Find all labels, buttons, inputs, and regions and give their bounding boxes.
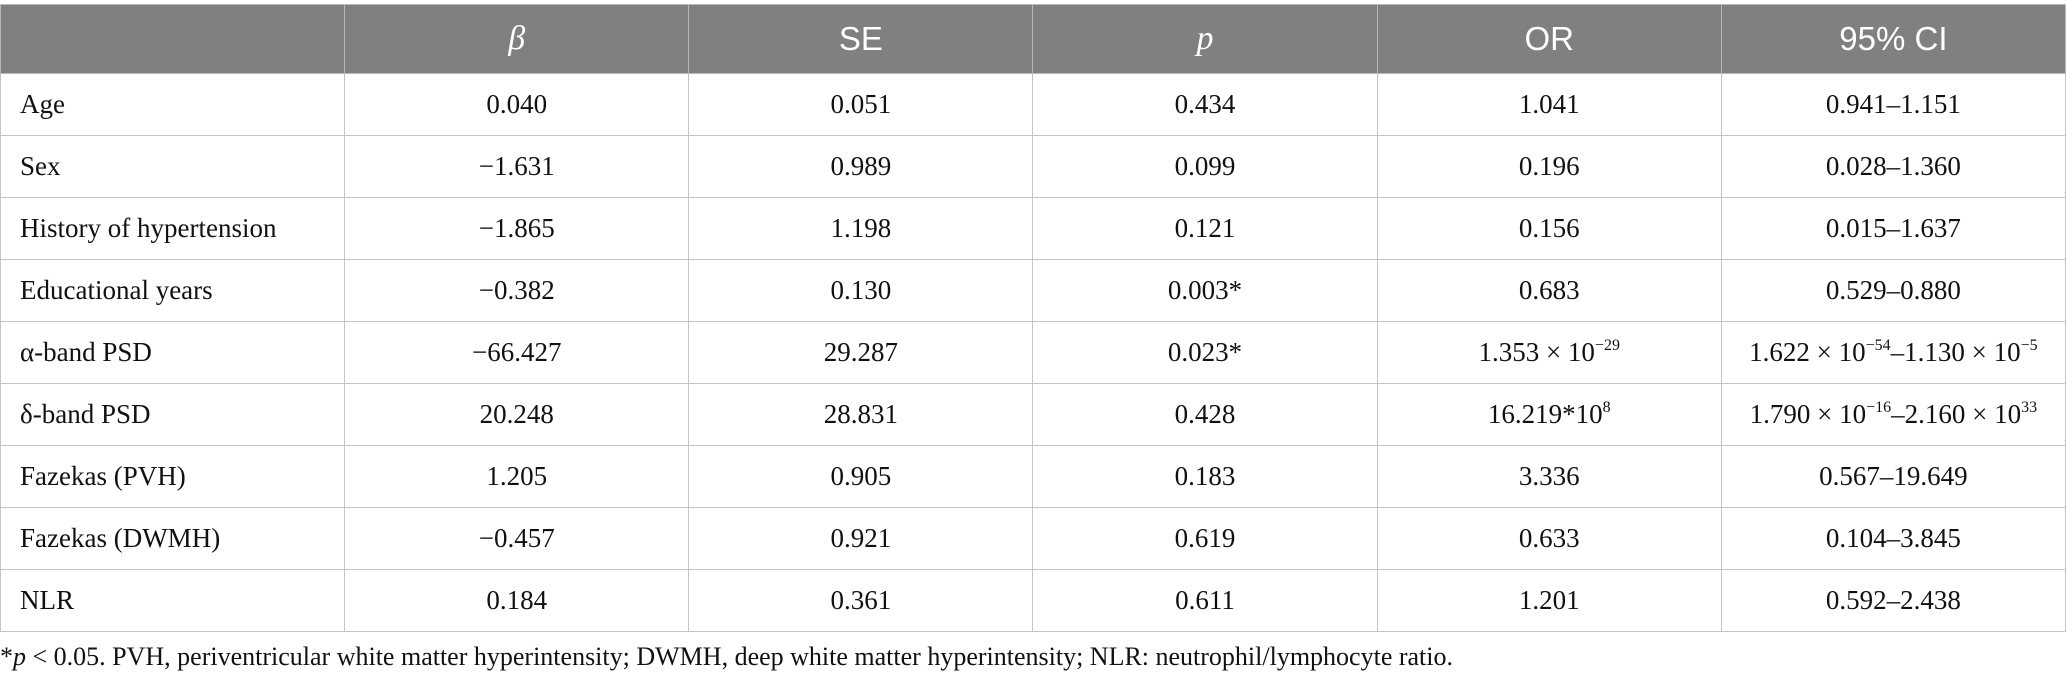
row-label: Fazekas (DWMH) [0, 507, 346, 570]
cell-ci: 0.028–1.360 [1720, 135, 2067, 198]
cell-ci: 0.015–1.637 [1720, 197, 2067, 260]
or-exponent: 8 [1602, 399, 1611, 416]
row-label: Fazekas (PVH) [0, 445, 346, 508]
cell-se: 0.905 [688, 445, 1034, 508]
cell-ci: 0.941–1.151 [1720, 73, 2067, 136]
cell-or: 0.196 [1376, 135, 1722, 198]
cell-p: 0.434 [1032, 73, 1378, 136]
row-label: NLR [0, 569, 346, 632]
cell-or: 0.633 [1376, 507, 1722, 570]
row-label: Age [0, 73, 346, 136]
cell-p: 0.121 [1032, 197, 1378, 260]
ci-upper-exponent: −5 [2020, 337, 2038, 354]
row-label: δ-band PSD [0, 383, 346, 446]
ci-upper-exponent: 33 [2021, 399, 2038, 416]
cell-beta: 1.205 [344, 445, 690, 508]
cell-se: 0.051 [688, 73, 1034, 136]
cell-p: 0.003* [1032, 259, 1378, 322]
cell-or: 1.353 × 10−29 [1376, 321, 1722, 384]
cell-beta: −66.427 [344, 321, 690, 384]
cell-se: 0.989 [688, 135, 1034, 198]
cell-beta: −1.865 [344, 197, 690, 260]
cell-se: 28.831 [688, 383, 1034, 446]
cell-or: 3.336 [1376, 445, 1722, 508]
cell-p: 0.099 [1032, 135, 1378, 198]
row-label: History of hypertension [0, 197, 346, 260]
cell-or: 0.156 [1376, 197, 1722, 260]
or-exponent: −29 [1594, 337, 1620, 354]
cell-beta: 0.040 [344, 73, 690, 136]
cell-ci: 1.622 × 10−54–1.130 × 10−5 [1720, 321, 2067, 384]
cell-ci: 1.790 × 10−16–2.160 × 1033 [1720, 383, 2067, 446]
ci-upper-base: –1.130 × 10 [1890, 337, 2021, 367]
cell-beta: 0.184 [344, 569, 690, 632]
header-ci: 95% CI [1720, 4, 2067, 74]
cell-or: 16.219*108 [1376, 383, 1722, 446]
ci-lower-exponent: −54 [1865, 337, 1891, 354]
table-row: Age 0.040 0.051 0.434 1.041 0.941–1.151 [0, 73, 2067, 136]
cell-ci: 0.529–0.880 [1720, 259, 2067, 322]
ci-lower-base: 1.622 × 10 [1749, 337, 1866, 367]
table-row: NLR 0.184 0.361 0.611 1.201 0.592–2.438 [0, 569, 2067, 632]
ci-upper-base: –2.160 × 10 [1891, 399, 2022, 429]
cell-se: 0.361 [688, 569, 1034, 632]
table-header-row: β SE p OR 95% CI [0, 4, 2067, 74]
or-base: 16.219*10 [1487, 399, 1603, 429]
header-se: SE [688, 4, 1034, 74]
or-base: 1.353 × 10 [1478, 337, 1595, 367]
cell-beta: −1.631 [344, 135, 690, 198]
row-label: α-band PSD [0, 321, 346, 384]
footnote-star: * [0, 642, 13, 671]
cell-ci: 0.592–2.438 [1720, 569, 2067, 632]
cell-se: 0.921 [688, 507, 1034, 570]
header-beta: β [344, 4, 690, 74]
cell-ci: 0.104–3.845 [1720, 507, 2067, 570]
cell-p: 0.023* [1032, 321, 1378, 384]
table-row: Fazekas (DWMH) −0.457 0.921 0.619 0.633 … [0, 507, 2067, 570]
footnote-p-symbol: p [13, 642, 26, 671]
table-row: Educational years −0.382 0.130 0.003* 0.… [0, 259, 2067, 322]
ci-lower-base: 1.790 × 10 [1749, 399, 1867, 429]
cell-ci: 0.567–19.649 [1720, 445, 2067, 508]
table-row: Sex −1.631 0.989 0.099 0.196 0.028–1.360 [0, 135, 2067, 198]
cell-se: 29.287 [688, 321, 1034, 384]
ci-lower-exponent: −16 [1866, 399, 1892, 416]
regression-results-table: β SE p OR 95% CI Age 0.040 0.051 0.434 1… [0, 4, 2067, 632]
cell-p: 0.428 [1032, 383, 1378, 446]
header-p: p [1032, 4, 1378, 74]
cell-p: 0.183 [1032, 445, 1378, 508]
table-row: Fazekas (PVH) 1.205 0.905 0.183 3.336 0.… [0, 445, 2067, 508]
results-table-container: β SE p OR 95% CI Age 0.040 0.051 0.434 1… [0, 4, 2067, 632]
cell-p: 0.619 [1032, 507, 1378, 570]
row-label: Sex [0, 135, 346, 198]
header-variable [0, 4, 346, 74]
header-or: OR [1376, 4, 1722, 74]
cell-or: 0.683 [1376, 259, 1722, 322]
row-label: Educational years [0, 259, 346, 322]
cell-beta: −0.457 [344, 507, 690, 570]
table-row: α-band PSD −66.427 29.287 0.023* 1.353 ×… [0, 321, 2067, 384]
table-row: History of hypertension −1.865 1.198 0.1… [0, 197, 2067, 260]
cell-se: 0.130 [688, 259, 1034, 322]
table-footnote: *p < 0.05. PVH, periventricular white ma… [0, 642, 1453, 672]
cell-or: 1.201 [1376, 569, 1722, 632]
cell-se: 1.198 [688, 197, 1034, 260]
cell-or: 1.041 [1376, 73, 1722, 136]
footnote-text: < 0.05. PVH, periventricular white matte… [26, 642, 1454, 671]
cell-beta: 20.248 [344, 383, 690, 446]
cell-beta: −0.382 [344, 259, 690, 322]
table-row: δ-band PSD 20.248 28.831 0.428 16.219*10… [0, 383, 2067, 446]
cell-p: 0.611 [1032, 569, 1378, 632]
